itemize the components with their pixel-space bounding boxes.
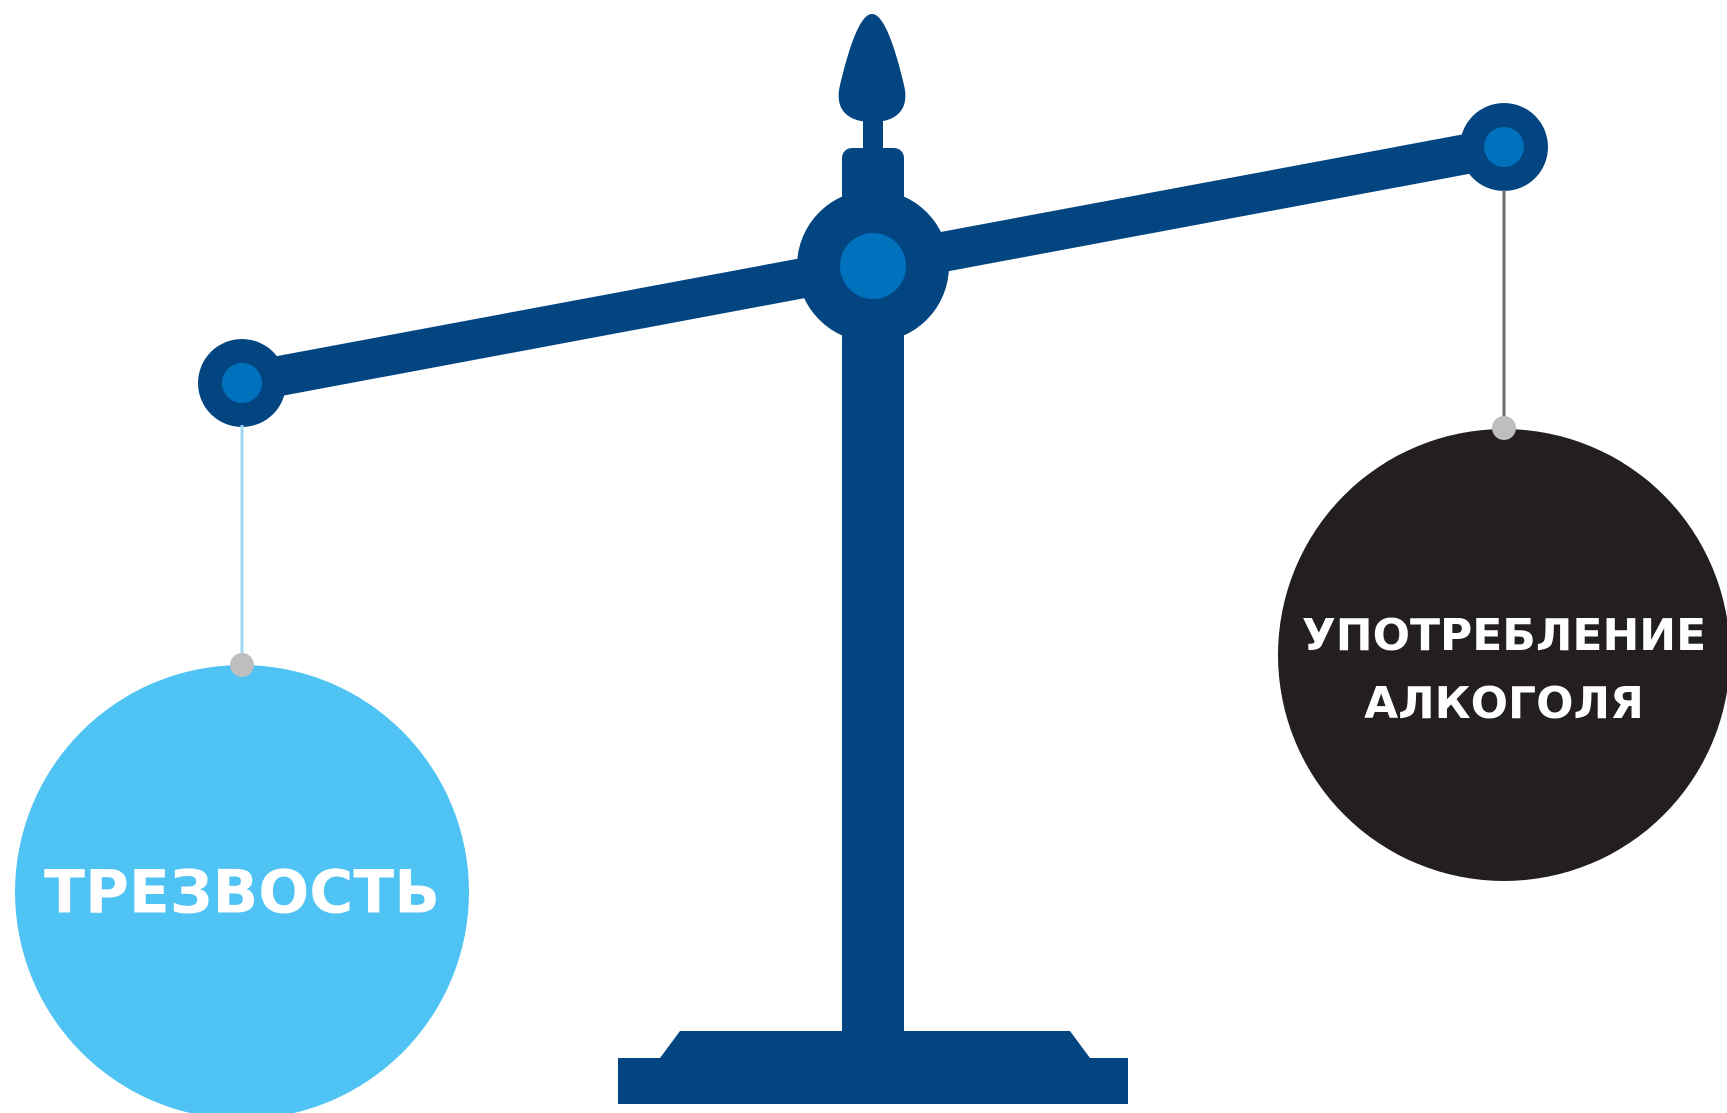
left-weight <box>15 665 469 1113</box>
left-beam-end-dot <box>222 363 262 403</box>
right-beam-end-dot <box>1484 127 1524 167</box>
scale-base <box>618 1031 1128 1104</box>
finial-tip <box>838 14 906 122</box>
pivot-inner <box>840 233 906 299</box>
right-weight-label-line1: УПОТРЕБЛЕНИЕ <box>1302 610 1706 661</box>
scale-post <box>842 300 904 1040</box>
left-weight-hook <box>230 653 254 677</box>
right-weight <box>1278 429 1727 881</box>
right-weight-label-line2: АЛКОГОЛЯ <box>1364 678 1644 729</box>
left-weight-label: ТРЕЗВОСТЬ <box>44 858 440 928</box>
right-weight-hook <box>1492 416 1516 440</box>
